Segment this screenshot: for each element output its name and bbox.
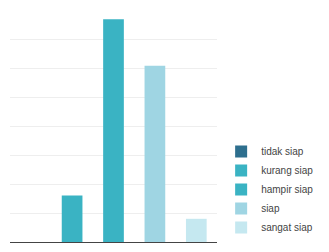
svg-text:kurang siap: kurang siap xyxy=(261,165,313,176)
svg-text:hampir siap: hampir siap xyxy=(261,184,313,195)
svg-text:sangat siap: sangat siap xyxy=(261,222,313,233)
svg-text:tidak siap: tidak siap xyxy=(261,146,304,157)
svg-text:siap: siap xyxy=(261,203,280,214)
